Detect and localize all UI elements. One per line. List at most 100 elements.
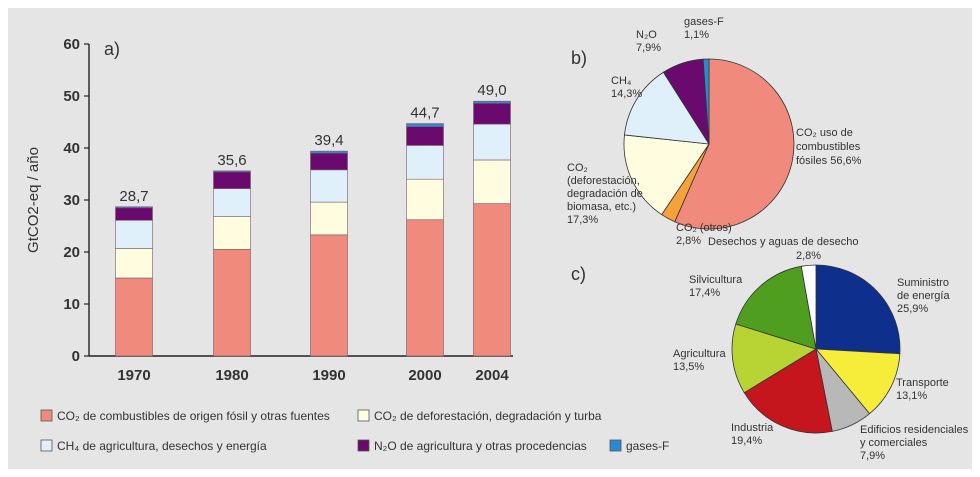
pie-c-label-industry-line-1: 19,4%: [731, 435, 762, 447]
pie-b-label-co2-other-line-0: CO₂ (otros): [676, 222, 732, 234]
bar-1980-series-0: [213, 249, 251, 357]
pie-b-slice-0: [674, 58, 795, 230]
bar-1980-series-4: [213, 170, 251, 173]
pie-b-label-co2-defor-line-1: (deforestación,: [567, 175, 640, 187]
pie-c-slice-4: [731, 323, 817, 394]
pie-b-slice-3: [624, 71, 710, 145]
pie-c-label-industry-line-0: Industria: [731, 422, 774, 434]
pie-b-label-co2-defor-line-4: 17,3%: [567, 214, 598, 226]
figure: 0 10 20 30 40 50 60 GtCO2-eq / año a) 28,7 1970 35,…: [8, 8, 972, 469]
legend-label-4: gases-F: [626, 439, 669, 453]
pie-c-slice-5: [735, 265, 817, 350]
bar-1980-series-2: [213, 188, 251, 217]
legend-swatch-0: [40, 409, 53, 422]
bar-1990-series-1: [310, 201, 348, 236]
pie-c-label-transport-line-0: Transporte: [896, 377, 949, 389]
y-tick-label-20: 20: [63, 244, 80, 261]
pie-c-label-waste-value: 2,8%: [796, 250, 821, 262]
legend-label-2: CH₄ de agricultura, desechos y energía: [57, 439, 267, 453]
pie-b-label-co2-fossil-line-1: combustibles: [796, 141, 861, 153]
y-tick-label-40: 40: [63, 140, 80, 157]
bar-2004-series-2: [473, 123, 511, 161]
bar-1970-series-2: [115, 219, 153, 249]
x-tick-label-1980: 1980: [215, 367, 248, 384]
legend-label-0: CO₂ de combustibles de origen fósil y ot…: [57, 409, 330, 423]
pie-c-label-energy-line-1: de energía: [897, 290, 950, 302]
pie-c-label-buildings-line-2: 7,9%: [860, 450, 885, 462]
pie-b-label-fgas-line-1: 1,1%: [684, 29, 709, 41]
bar-2004-series-4: [473, 100, 511, 104]
pie-b-label-co2-fossil-line-2: fósiles 56,6%: [796, 155, 862, 167]
legend-label-1: CO₂ de deforestación, degradación y turb…: [374, 409, 602, 423]
x-tick-label-2000: 2000: [408, 367, 441, 384]
pie-c-slice-6: [800, 264, 817, 350]
bar-2000-series-4: [406, 123, 444, 127]
x-tick-label-1970: 1970: [117, 367, 150, 384]
y-tick-label-0: 0: [72, 348, 80, 365]
bar-1970-series-3: [115, 207, 153, 221]
bar-2004-series-3: [473, 102, 511, 125]
bar-1970-series-0: [115, 277, 153, 357]
panel-b-label: b): [571, 48, 587, 68]
pie-b-label-co2-other-line-1: 2,8%: [676, 235, 701, 247]
y-tick-label-50: 50: [63, 88, 80, 105]
bar-total-label-1990: 39,4: [314, 132, 343, 149]
y-tick-label-30: 30: [63, 192, 80, 209]
bar-2004-series-1: [473, 159, 511, 204]
pie-b-label-ch4-line-0: CH₄: [611, 75, 632, 87]
bar-total-label-2000: 44,7: [410, 105, 439, 122]
pie-b-slice-2: [623, 134, 710, 216]
pie-b-label-n2o-line-1: 7,9%: [636, 42, 661, 54]
legend-swatch-3: [357, 439, 370, 452]
legend-swatch-2: [40, 439, 53, 452]
bar-2000-series-0: [406, 219, 444, 357]
pie-c-label-agriculture-line-1: 13,5%: [673, 361, 704, 373]
legend-label-3: N₂O de agricultura y otras procedencias: [374, 439, 587, 453]
pie-b-label-n2o-line-0: N₂O: [636, 29, 657, 41]
pie-b-label-fgas-line-0: gases-F: [684, 16, 724, 28]
pie-b-label-ch4-line-1: 14,3%: [611, 88, 642, 100]
pie-c-label-agriculture-line-0: Agricultura: [673, 348, 726, 360]
pie-c-label-waste-title-line-0: Desechos y aguas de desecho: [708, 236, 858, 248]
pie-c-label-energy-line-0: Suministro: [897, 277, 949, 289]
bar-1990-series-2: [310, 169, 348, 203]
pie-c-label-transport-line-1: 13,1%: [896, 390, 927, 402]
pie-c-label-buildings-line-0: Edificios residenciales: [860, 424, 969, 436]
pie-c-label-forestry-line-0: Silvicultura: [689, 274, 743, 286]
y-axis-label: GtCO2-eq / año: [25, 147, 42, 253]
bar-2004-series-0: [473, 203, 511, 357]
pie-c-slice-1: [815, 348, 901, 415]
y-tick-label-60: 60: [63, 36, 80, 53]
pie-c-slice-0: [815, 264, 901, 355]
bar-1980-series-3: [213, 171, 251, 189]
pie-b-label-co2-defor-line-3: biomasa, etc.): [567, 201, 636, 213]
bar-total-label-1970: 28,7: [119, 188, 148, 205]
bar-1990-series-0: [310, 234, 348, 357]
pie-c-label-forestry-line-1: 17,4%: [689, 287, 720, 299]
pie-c-label-buildings-line-1: y comerciales: [860, 437, 928, 449]
bar-1990-series-4: [310, 150, 348, 154]
pie-b-slice-5: [702, 58, 710, 145]
bar-total-label-2004: 49,0: [477, 82, 506, 99]
bar-total-label-1980: 35,6: [217, 152, 246, 169]
bar-1980-series-1: [213, 216, 251, 250]
bar-1990-series-3: [310, 152, 348, 171]
bar-1970-series-1: [115, 248, 153, 279]
chart-canvas: 0 10 20 30 40 50 60 GtCO2-eq / año a) 28,7 1970 35,…: [25, 16, 969, 462]
x-tick-label-1990: 1990: [312, 367, 345, 384]
legend-swatch-4: [609, 439, 622, 452]
x-tick-label-2004: 2004: [475, 367, 509, 384]
bar-2000-series-1: [406, 178, 444, 221]
pie-c-label-energy-line-2: 25,9%: [897, 303, 928, 315]
panel-c-label: c): [571, 264, 586, 284]
bar-2000-series-3: [406, 126, 444, 146]
pie-b-label-co2-fossil-line-0: CO₂ uso de: [796, 127, 853, 139]
pie-b-label-co2-defor-line-2: degradación de: [567, 188, 643, 200]
panel-a-label: a): [104, 39, 120, 59]
bar-2000-series-2: [406, 145, 444, 180]
pie-b-label-co2-defor-line-0: CO₂: [567, 162, 588, 174]
legend-swatch-1: [357, 409, 370, 422]
y-tick-label-10: 10: [63, 296, 80, 313]
pie-c-slice-3: [743, 348, 833, 434]
bar-1970-series-4: [115, 206, 153, 209]
